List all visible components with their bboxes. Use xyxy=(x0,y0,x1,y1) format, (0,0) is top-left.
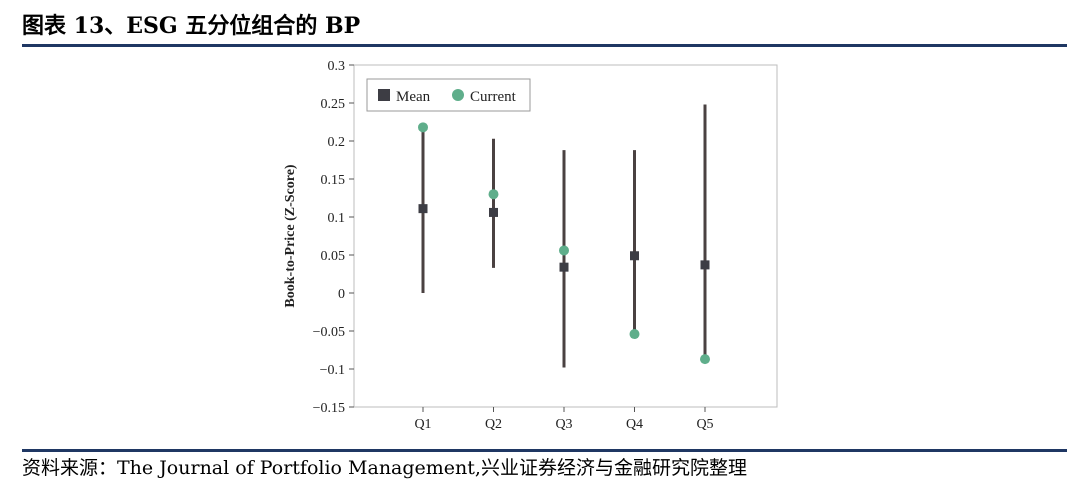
current-marker-q5 xyxy=(700,354,710,365)
x-tick-label: Q2 xyxy=(485,417,502,432)
source-divider xyxy=(22,449,1067,452)
mean-markers xyxy=(418,204,710,272)
legend-current-swatch xyxy=(452,89,464,101)
x-tick-label: Q4 xyxy=(626,417,643,432)
title-divider xyxy=(22,44,1067,47)
legend-mean-swatch xyxy=(378,89,390,101)
source-note: 资料来源：The Journal of Portfolio Management… xyxy=(22,457,747,479)
y-tick-label: 0 xyxy=(338,287,345,302)
legend-current-label: Current xyxy=(470,89,517,105)
figure-title: 图表 13、ESG 五分位组合的 BP xyxy=(22,13,361,39)
x-tick-label: Q1 xyxy=(414,417,431,432)
y-tick-label: 0.3 xyxy=(328,59,346,74)
x-axis-ticks: Q1 Q2 Q3 Q4 Q5 xyxy=(414,407,714,432)
y-tick-label: −0.15 xyxy=(313,401,345,416)
y-tick-label: 0.25 xyxy=(321,97,346,112)
current-markers xyxy=(418,122,710,365)
current-marker-q2 xyxy=(488,189,499,200)
y-tick-label: −0.1 xyxy=(320,363,345,378)
current-marker-q1 xyxy=(418,122,428,133)
y-tick-label: −0.05 xyxy=(313,325,345,340)
mean-marker-q5 xyxy=(700,260,710,270)
mean-marker-q2 xyxy=(489,207,498,217)
y-tick-label: 0.05 xyxy=(321,249,346,264)
mean-marker-q1 xyxy=(418,204,428,214)
y-tick-label: 0.2 xyxy=(328,135,346,150)
legend: Mean Current xyxy=(366,78,531,112)
x-tick-label: Q3 xyxy=(555,417,572,432)
y-tick-label: 0.15 xyxy=(321,173,346,188)
x-tick-label: Q5 xyxy=(696,417,713,432)
y-axis-ticks: −0.15 −0.1 −0.05 0 0.05 0.1 0.15 0.2 0.25 0.3 xyxy=(313,59,354,416)
mean-marker-q3 xyxy=(559,262,569,272)
y-axis-title: Book-to-Price (Z-Score) xyxy=(283,164,298,308)
legend-mean-label: Mean xyxy=(396,89,431,105)
current-marker-q4 xyxy=(629,329,640,340)
y-tick-label: 0.1 xyxy=(328,211,346,226)
mean-marker-q4 xyxy=(630,251,639,261)
current-marker-q3 xyxy=(559,245,569,256)
legend-box xyxy=(366,78,531,112)
